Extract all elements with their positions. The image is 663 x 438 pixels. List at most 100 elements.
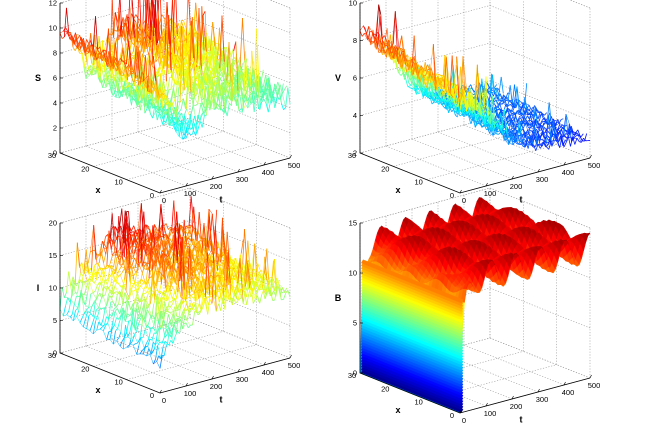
mesh-line bbox=[373, 33, 377, 44]
mesh-line bbox=[186, 108, 191, 118]
mesh-line bbox=[108, 78, 112, 84]
mesh-line bbox=[247, 94, 251, 109]
mesh-line bbox=[247, 103, 252, 109]
z-tick-label: 4 bbox=[53, 99, 57, 108]
mesh-line bbox=[142, 40, 146, 54]
mesh-line bbox=[140, 90, 144, 99]
mesh-line bbox=[220, 75, 224, 78]
mesh-line bbox=[164, 69, 168, 91]
mesh-line bbox=[201, 56, 205, 67]
mesh-line bbox=[166, 103, 170, 108]
mesh-line bbox=[224, 46, 228, 57]
z-axis-label: S bbox=[35, 73, 41, 83]
mesh-line bbox=[171, 65, 175, 69]
mesh-line bbox=[139, 88, 143, 103]
mesh-line bbox=[471, 87, 476, 95]
mesh-line bbox=[146, 39, 150, 42]
mesh-line bbox=[183, 37, 187, 41]
mesh-line bbox=[80, 51, 84, 54]
mesh-line bbox=[83, 66, 87, 79]
mesh-line bbox=[361, 33, 365, 37]
mesh-line bbox=[130, 21, 134, 39]
mesh-line bbox=[97, 53, 101, 60]
mesh-line bbox=[197, 88, 201, 105]
mesh-line bbox=[224, 59, 228, 73]
mesh-line bbox=[92, 16, 96, 47]
mesh-line bbox=[144, 87, 148, 94]
mesh-line bbox=[157, 65, 161, 71]
mesh-line bbox=[159, 65, 163, 73]
mesh-line bbox=[193, 130, 197, 136]
mesh-line bbox=[257, 45, 261, 110]
mesh-line bbox=[182, 138, 187, 140]
mesh-line bbox=[177, 66, 180, 69]
mesh-line bbox=[137, 30, 141, 35]
mesh-line bbox=[99, 50, 104, 57]
mesh-line bbox=[81, 39, 85, 53]
mesh-line bbox=[184, 127, 188, 137]
y-tick-label: 500 bbox=[288, 161, 301, 170]
mesh-line bbox=[122, 17, 126, 41]
mesh-line bbox=[155, 106, 159, 111]
mesh-line bbox=[245, 51, 249, 109]
mesh-line bbox=[152, 0, 155, 28]
mesh-line bbox=[195, 103, 198, 106]
mesh-line bbox=[165, 89, 168, 91]
mesh-line bbox=[142, 86, 146, 90]
mesh-line bbox=[248, 81, 252, 103]
mesh-line bbox=[115, 71, 119, 92]
mesh-line bbox=[218, 82, 222, 95]
mesh-line bbox=[125, 65, 129, 77]
mesh-line bbox=[137, 101, 141, 111]
mesh-line bbox=[117, 88, 121, 94]
x-tick-label: 30 bbox=[48, 151, 56, 160]
mesh-line bbox=[368, 26, 373, 32]
mesh-line bbox=[155, 44, 159, 49]
mesh-line bbox=[150, 40, 154, 64]
mesh-line bbox=[198, 115, 202, 126]
mesh-line bbox=[193, 57, 197, 73]
mesh-line bbox=[89, 69, 93, 76]
mesh-line bbox=[247, 72, 251, 76]
mesh-line bbox=[101, 70, 105, 73]
mesh-line bbox=[161, 14, 165, 18]
mesh-line bbox=[408, 82, 412, 86]
mesh-line bbox=[406, 70, 410, 75]
mesh-line bbox=[222, 88, 226, 109]
mesh-line bbox=[287, 87, 291, 104]
x-tick-label: 20 bbox=[81, 164, 89, 173]
mesh-line bbox=[188, 54, 192, 93]
mesh-line bbox=[111, 83, 115, 90]
mesh-line bbox=[126, 40, 130, 65]
mesh-line bbox=[187, 117, 191, 124]
mesh-line bbox=[67, 31, 72, 35]
mesh-line bbox=[196, 8, 200, 68]
mesh-line bbox=[166, 102, 169, 105]
mesh-line bbox=[140, 84, 144, 90]
mesh-line bbox=[179, 46, 183, 103]
mesh-line bbox=[131, 42, 135, 46]
mesh-line bbox=[183, 41, 187, 49]
mesh-line bbox=[197, 64, 201, 67]
mesh-line bbox=[195, 2, 200, 50]
mesh-line bbox=[366, 26, 370, 35]
mesh-line bbox=[154, 49, 158, 62]
mesh-line bbox=[265, 86, 269, 104]
mesh-line bbox=[197, 78, 201, 86]
mesh-line bbox=[212, 59, 216, 70]
mesh-line bbox=[410, 73, 414, 86]
mesh-line bbox=[414, 82, 417, 86]
mesh-line bbox=[175, 120, 179, 125]
mesh-line bbox=[201, 115, 205, 128]
y-tick-label: 400 bbox=[262, 168, 275, 177]
mesh-line bbox=[91, 68, 95, 76]
mesh-line bbox=[212, 53, 217, 57]
mesh-line bbox=[165, 122, 170, 126]
mesh-line bbox=[175, 58, 179, 63]
mesh-line bbox=[96, 52, 100, 58]
mesh-line bbox=[237, 82, 241, 86]
mesh-line bbox=[122, 29, 126, 42]
mesh-line bbox=[106, 77, 109, 79]
mesh-line bbox=[118, 7, 122, 36]
